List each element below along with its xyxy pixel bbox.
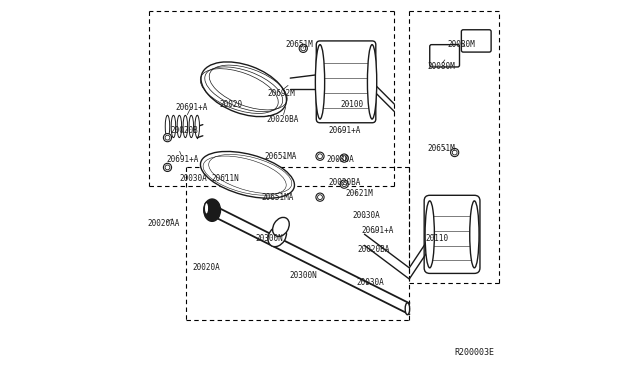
Text: 20691+A: 20691+A: [175, 103, 208, 112]
Ellipse shape: [317, 154, 323, 159]
Ellipse shape: [165, 135, 170, 140]
Ellipse shape: [177, 115, 182, 138]
Ellipse shape: [301, 46, 306, 51]
Text: 20100: 20100: [340, 100, 363, 109]
Ellipse shape: [470, 201, 479, 268]
Text: 20691+A: 20691+A: [362, 226, 394, 235]
Ellipse shape: [204, 199, 221, 221]
Text: 20651MA: 20651MA: [265, 152, 297, 161]
Text: 20691+A: 20691+A: [166, 155, 198, 164]
Ellipse shape: [340, 180, 348, 188]
Ellipse shape: [183, 115, 188, 138]
Text: 20030A: 20030A: [180, 174, 207, 183]
Ellipse shape: [165, 115, 170, 138]
Text: 20030A: 20030A: [326, 155, 355, 164]
Ellipse shape: [200, 151, 294, 198]
Ellipse shape: [342, 182, 347, 187]
Text: 20691+A: 20691+A: [328, 126, 360, 135]
Ellipse shape: [342, 155, 347, 161]
Text: 20110: 20110: [426, 234, 449, 243]
Text: 20020: 20020: [219, 100, 243, 109]
Text: 20020A: 20020A: [193, 263, 220, 272]
Text: 20300N: 20300N: [256, 234, 284, 243]
Ellipse shape: [204, 202, 209, 214]
Ellipse shape: [163, 163, 172, 171]
Ellipse shape: [268, 226, 287, 247]
Text: 20020BA: 20020BA: [267, 115, 299, 124]
Text: 20020AA: 20020AA: [148, 219, 180, 228]
Text: 20621M: 20621M: [345, 189, 373, 198]
Ellipse shape: [273, 217, 289, 237]
Text: 20030A: 20030A: [356, 278, 384, 287]
Text: 20300N: 20300N: [289, 271, 317, 280]
Ellipse shape: [452, 150, 457, 155]
Ellipse shape: [299, 44, 307, 52]
Ellipse shape: [195, 115, 200, 138]
Ellipse shape: [317, 195, 323, 199]
Ellipse shape: [316, 45, 324, 119]
Text: 20020B: 20020B: [170, 126, 198, 135]
Text: 20080M: 20080M: [427, 62, 455, 71]
Ellipse shape: [189, 115, 193, 138]
Ellipse shape: [367, 45, 377, 119]
Text: 20080M: 20080M: [447, 40, 476, 49]
Ellipse shape: [165, 165, 170, 170]
Text: 20651M: 20651M: [427, 144, 455, 153]
Ellipse shape: [163, 134, 172, 142]
Text: 20020BA: 20020BA: [328, 178, 360, 187]
Ellipse shape: [425, 201, 435, 268]
Text: 20030A: 20030A: [353, 211, 380, 220]
Text: 20651M: 20651M: [285, 40, 314, 49]
Ellipse shape: [405, 303, 410, 315]
Text: 20020BA: 20020BA: [358, 245, 390, 254]
Ellipse shape: [451, 148, 459, 157]
Text: 20611N: 20611N: [211, 174, 239, 183]
FancyBboxPatch shape: [429, 45, 460, 67]
Ellipse shape: [316, 193, 324, 201]
Text: 20651MA: 20651MA: [261, 193, 293, 202]
Ellipse shape: [201, 62, 287, 117]
Ellipse shape: [316, 152, 324, 160]
FancyBboxPatch shape: [316, 41, 376, 123]
FancyBboxPatch shape: [461, 30, 491, 52]
Ellipse shape: [172, 115, 175, 138]
Text: 20692M: 20692M: [267, 89, 295, 97]
FancyBboxPatch shape: [424, 195, 480, 273]
Ellipse shape: [340, 154, 348, 162]
Text: R200003E: R200003E: [455, 348, 495, 357]
